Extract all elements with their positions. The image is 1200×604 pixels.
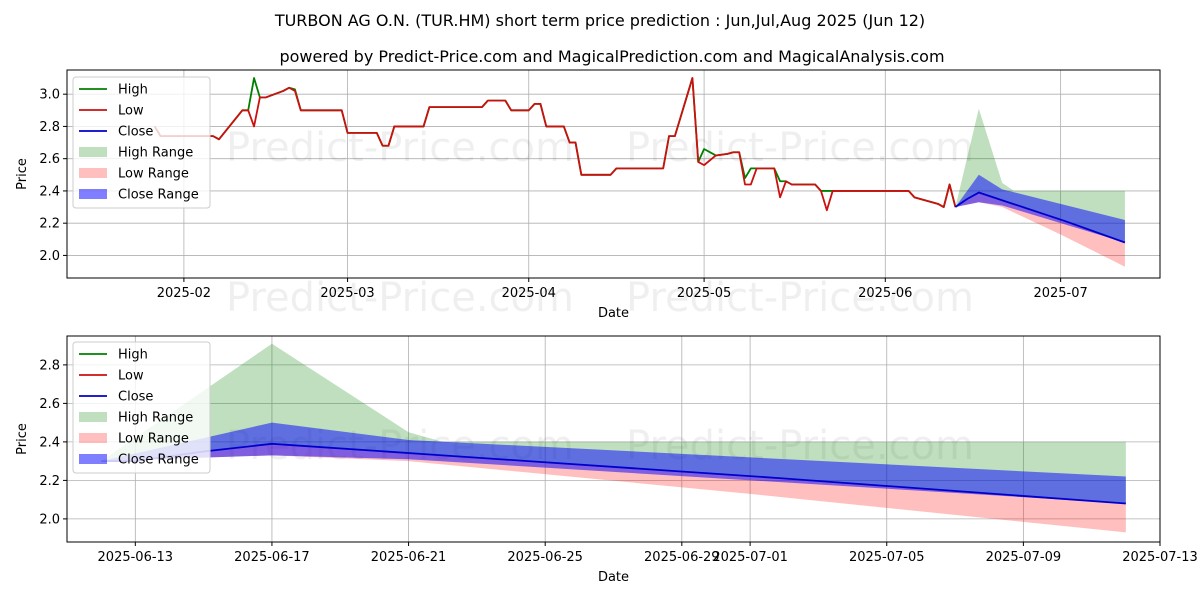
legend-label-low: Low [118,104,144,119]
x-tick-label: 2025-06-21 [371,550,447,565]
legend-box [72,341,211,474]
x-tick-label: 2025-04 [502,286,556,301]
plot-frame [66,335,1161,543]
legend-swatch-close-range [79,454,107,464]
y-tick-label: 2.0 [39,512,60,527]
legend-label-close-range: Close Range [118,453,199,468]
legend-label-high-range: High Range [118,146,193,161]
x-tick-label: 2025-07-01 [712,550,788,565]
legend-swatch-high-range [79,412,107,422]
x-tick-label: 2025-07 [1033,286,1087,301]
y-tick-label: 2.4 [39,435,60,450]
chart-title: TURBON AG O.N. (TUR.HM) short term price… [274,11,925,30]
legend: High Low Close High Range Low Range Close Ran… [72,76,211,209]
x-axis-label: Date [598,306,629,321]
x-tick-label: 2025-06-13 [98,550,174,565]
x-tick-label: 2025-06 [858,286,912,301]
y-tick-label: 2.4 [39,184,60,199]
series-low-line [153,77,957,212]
x-tick-label: 2025-07-05 [849,550,925,565]
y-tick-label: 2.2 [39,474,60,489]
watermark-text: Predict-Price.com [226,275,574,321]
legend-label-close: Close [118,125,153,140]
range-close-range [101,422,1126,504]
y-tick-label: 2.8 [39,120,60,135]
grid [67,70,1160,278]
x-tick-label: 2025-06-25 [507,550,583,565]
watermark-text: Predict-Price.com [626,275,974,321]
legend-label-low: Low [118,369,144,384]
range-high-range [955,108,1125,243]
legend-label-low-range: Low Range [118,432,189,447]
y-axis-label: Price [15,423,30,455]
range-close-range [955,174,1125,243]
y-tick-label: 2.6 [39,152,60,167]
legend-label-low-range: Low Range [118,167,189,182]
legend-box [72,76,211,209]
legend-swatch-low-range [79,433,107,443]
watermark-text: Predict-Price.com [626,125,974,171]
x-axis-label: Date [598,570,629,585]
x-tick-label: 2025-05 [677,286,731,301]
series-close-line [954,191,1126,244]
chart-panel-1: Predict-Price.com Predict-Price.com Predic… [15,69,1161,321]
plot-area [153,77,1126,267]
legend-label-close: Close [118,390,153,405]
x-tick-label: 2025-03 [320,286,374,301]
legend-swatch-close-range [79,189,107,199]
y-tick-label: 2.2 [39,217,60,232]
legend-label-close-range: Close Range [118,188,199,203]
legend-swatch-high-range [79,147,107,157]
y-tick-label: 2.0 [39,249,60,264]
chart-panel-2: Predict-Price.comPredict-Price.com2.02.2… [15,335,1198,585]
x-tick-label: 2025-06-29 [644,550,720,565]
x-tick-label: 2025-02 [157,286,211,301]
watermark-text: Predict-Price.com [226,125,574,171]
legend-label-high: High [118,83,148,98]
chart-subtitle: powered by Predict-Price.com and Magical… [279,47,944,66]
y-tick-label: 3.0 [39,88,60,103]
x-tick-label: 2025-06-17 [234,550,310,565]
plot-frame [66,69,1161,279]
grid [67,336,1161,542]
legend-swatch-low-range [79,168,107,178]
y-axis-label: Price [15,158,30,190]
legend-label-high: High [118,348,148,363]
legend: High Low Close High Range Low Range Close Ran… [72,341,211,474]
x-tick-label: 2025-07-13 [1122,550,1198,565]
x-tick-label: 2025-07-09 [986,550,1062,565]
legend-label-high-range: High Range [118,411,193,426]
y-tick-label: 2.6 [39,397,60,412]
y-tick-label: 2.8 [39,358,60,373]
